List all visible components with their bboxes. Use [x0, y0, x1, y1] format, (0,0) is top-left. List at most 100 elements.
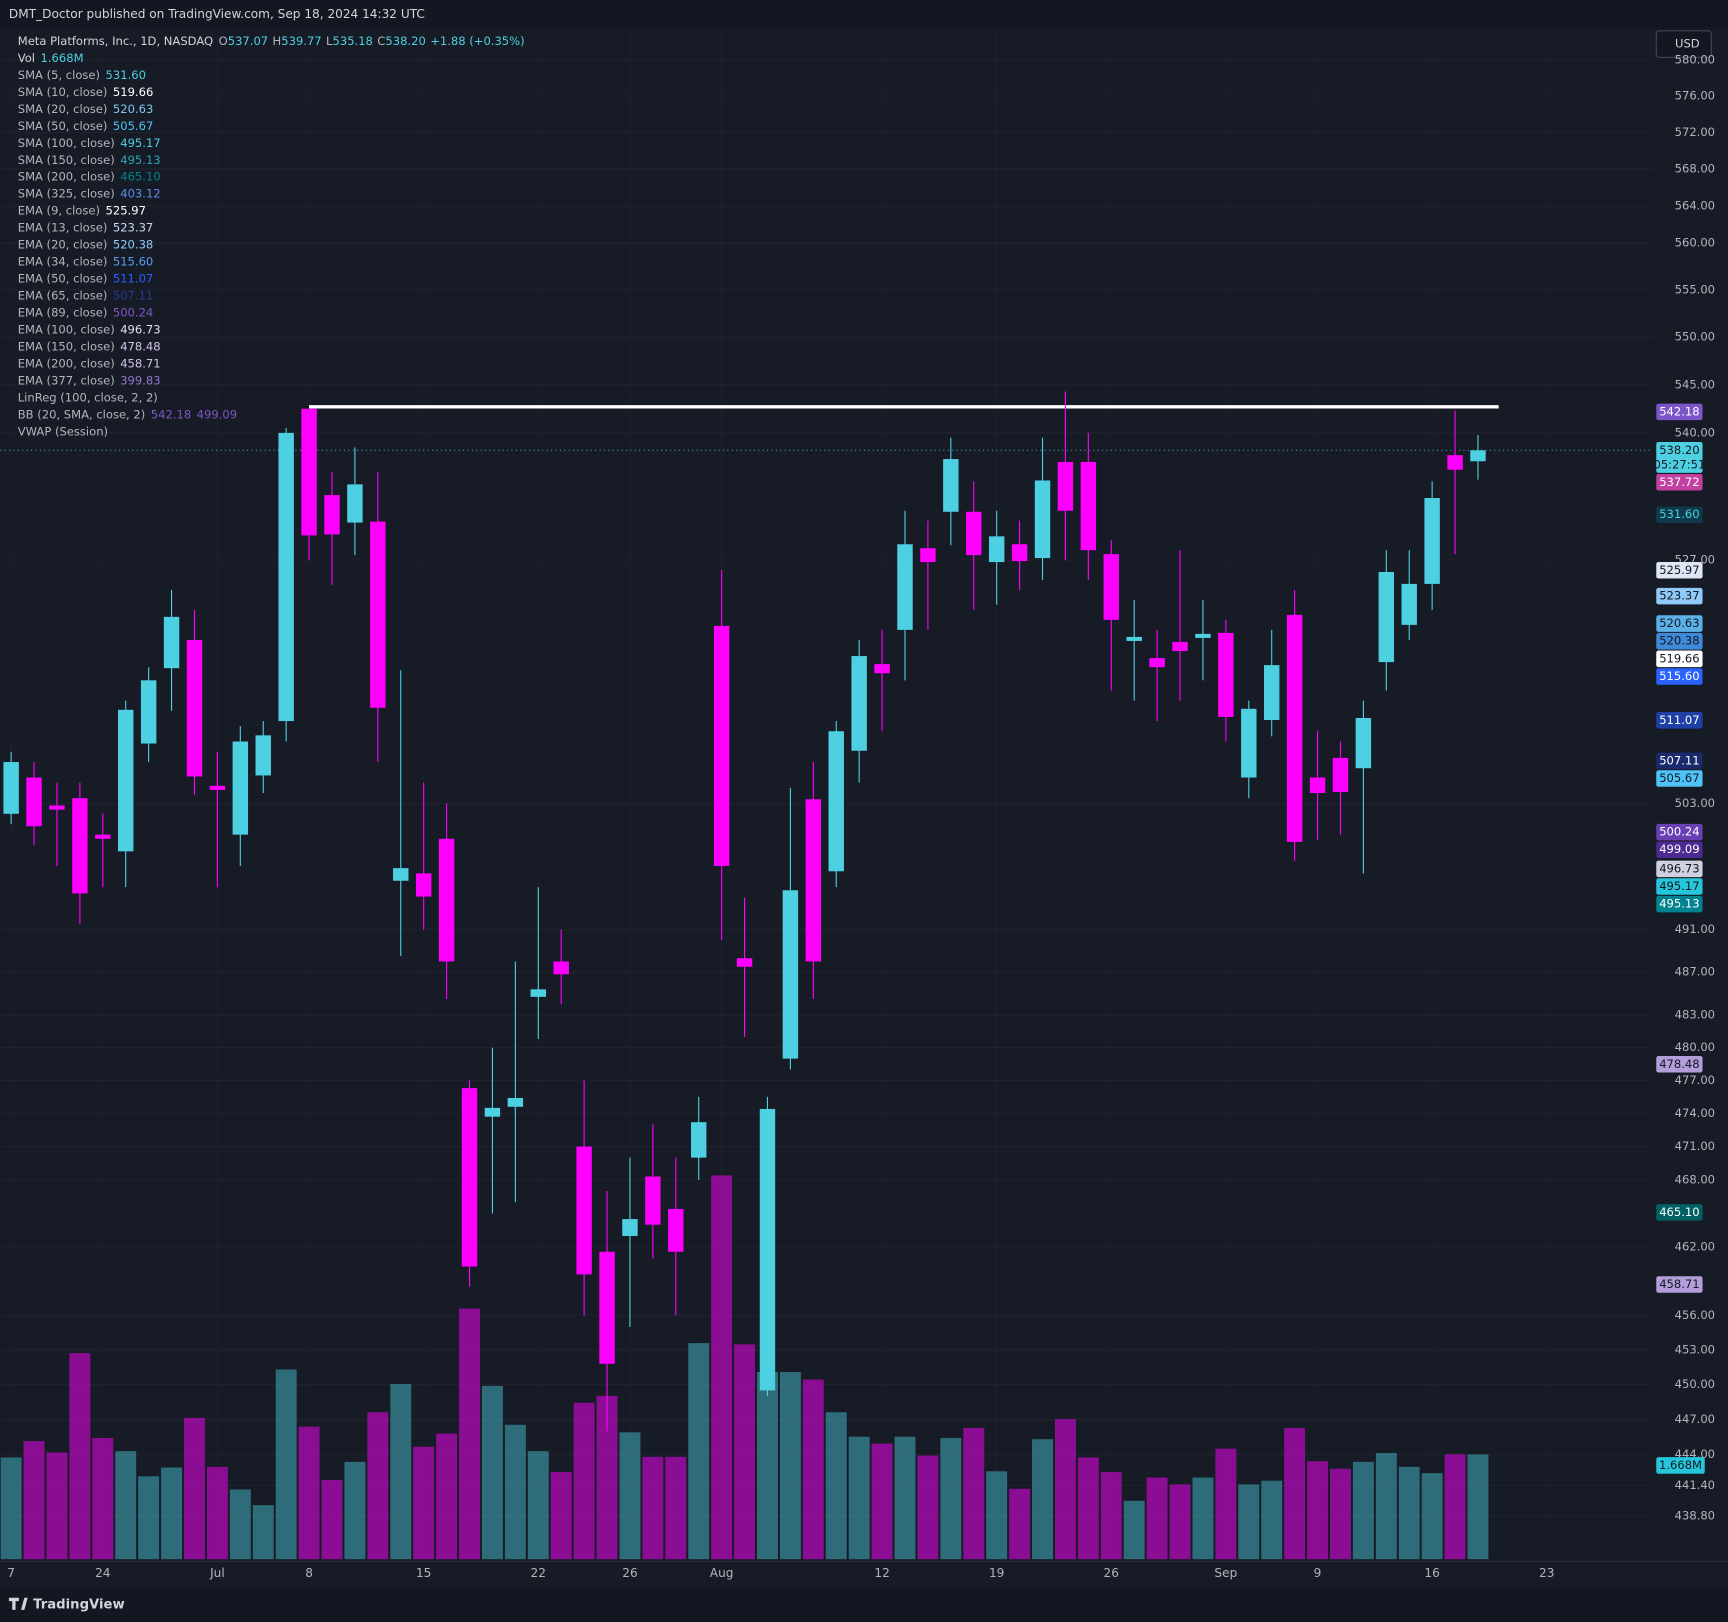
indicator-value: 523.37: [113, 220, 153, 234]
volume-bar: [527, 1451, 549, 1560]
currency-button[interactable]: [1655, 30, 1712, 58]
volume-bar: [1444, 1454, 1466, 1560]
y-tick-label: 441.40: [1675, 1478, 1715, 1492]
volume-bar: [1329, 1468, 1351, 1560]
candle-body: [1103, 554, 1119, 620]
candle-body: [1057, 461, 1074, 511]
x-tick-label: 22: [531, 1566, 546, 1580]
candle-body: [1470, 450, 1486, 462]
volume-bar: [344, 1461, 366, 1560]
price-badge-label: 538.20: [1659, 443, 1699, 457]
price-badge: [1656, 1056, 1703, 1073]
volume-bar: [504, 1424, 526, 1560]
candle-body: [1195, 633, 1211, 638]
indicator-legend: BB (20, SMA, close, 2) 542.18 499.09: [18, 407, 237, 421]
indicator-name: EMA (65, close): [18, 288, 108, 302]
indicator-name: EMA (150, close): [18, 339, 115, 353]
indicator-name: EMA (100, close): [18, 322, 115, 336]
candle-body: [897, 544, 913, 630]
x-tick-label: 15: [416, 1566, 431, 1580]
price-badge: [1656, 473, 1703, 491]
indicator-legend: EMA (377, close) 399.83: [18, 373, 161, 387]
indicator-value: 520.38: [113, 237, 153, 251]
candle-body: [1011, 544, 1028, 562]
volume-bar: [275, 1369, 297, 1560]
y-tick-label: 576.00: [1675, 88, 1715, 102]
candle-body: [736, 958, 753, 967]
candle-body: [1332, 757, 1349, 792]
candle-body: [1034, 480, 1051, 559]
price-badge: [1656, 770, 1703, 787]
candle-body: [828, 731, 844, 872]
candle-body: [759, 1108, 776, 1391]
ohlc-value: 537.07: [228, 33, 268, 47]
indicator-name: EMA (9, close): [18, 203, 100, 217]
volume-bar: [1352, 1461, 1374, 1560]
candle-body: [1286, 614, 1303, 842]
volume-bar: [917, 1455, 939, 1560]
candle-body: [1149, 658, 1165, 668]
price-badge-label: 496.73: [1659, 861, 1699, 875]
y-tick-label: 550.00: [1675, 330, 1715, 344]
price-badge: [1656, 895, 1703, 913]
indicator-name: EMA (13, close): [18, 220, 108, 234]
price-badge-label: 499.09: [1659, 842, 1699, 856]
volume-bar: [871, 1443, 893, 1560]
price-badge-label: 465.10: [1659, 1205, 1699, 1219]
volume-bar: [1123, 1500, 1145, 1560]
volume-bar: [1215, 1448, 1237, 1560]
price-badge: [1656, 752, 1703, 770]
volume-bar: [298, 1426, 320, 1560]
volume-bar: [23, 1441, 45, 1560]
price-badge: [1656, 632, 1703, 650]
y-tick-label: 474.00: [1675, 1106, 1715, 1120]
indicator-name: EMA (34, close): [18, 254, 108, 268]
candle-body: [1263, 665, 1280, 721]
candle-body: [163, 616, 180, 669]
volume-bar: [848, 1436, 870, 1560]
indicator-value: 495.17: [120, 135, 160, 149]
candle-body: [278, 432, 294, 722]
candle-body: [1447, 455, 1463, 470]
y-tick-label: 456.00: [1675, 1308, 1715, 1322]
price-badge-label: 519.66: [1659, 651, 1699, 665]
indicator-name: EMA (50, close): [18, 271, 108, 285]
indicator-name: SMA (5, close): [18, 67, 100, 81]
indicator-value: 465.10: [120, 169, 160, 183]
volume-bar: [413, 1446, 435, 1560]
price-badge-label: 505.67: [1659, 771, 1699, 785]
symbol-line: Meta Platforms, Inc., 1D, NASDAQ O537.07 H…: [18, 33, 525, 47]
indicator-legend: EMA (100, close) 496.73: [18, 322, 161, 336]
volume-bar: [1009, 1488, 1031, 1560]
price-badge-label: 525.97: [1659, 563, 1699, 577]
y-tick-label: 468.00: [1675, 1172, 1715, 1186]
indicator-legend: SMA (10, close) 519.66: [18, 84, 154, 98]
volume-bar: [779, 1372, 801, 1560]
y-tick-label: 462.00: [1675, 1240, 1715, 1254]
y-tick-label: 564.00: [1675, 198, 1715, 212]
indicator-value: 399.83: [120, 373, 160, 387]
volume-bar: [436, 1433, 458, 1560]
indicator-value: 515.60: [113, 254, 153, 268]
volume-bar: [1169, 1484, 1191, 1560]
volume-bar: [734, 1344, 756, 1560]
x-tick-label: 26: [622, 1566, 637, 1580]
candle-body: [370, 521, 386, 708]
volume-bar: [184, 1417, 205, 1560]
price-badge: [1656, 878, 1703, 895]
candle-body: [713, 625, 730, 867]
price-badge: [1656, 1276, 1703, 1293]
volume-bar: [1398, 1466, 1420, 1560]
x-tick-label: 23: [1539, 1566, 1554, 1580]
price-badge: [1656, 442, 1703, 473]
currency[interactable]: USD: [1675, 37, 1700, 51]
volume-bar: [161, 1467, 183, 1560]
price-badge-label: 537.72: [1659, 475, 1699, 489]
countdown: 05:27:51: [1653, 458, 1705, 472]
volume-value: 1.668M: [41, 50, 84, 64]
candle-body: [415, 873, 432, 897]
y-tick-label: 545.00: [1675, 377, 1715, 391]
volume-bar: [1421, 1473, 1443, 1560]
candle-body: [232, 741, 249, 835]
